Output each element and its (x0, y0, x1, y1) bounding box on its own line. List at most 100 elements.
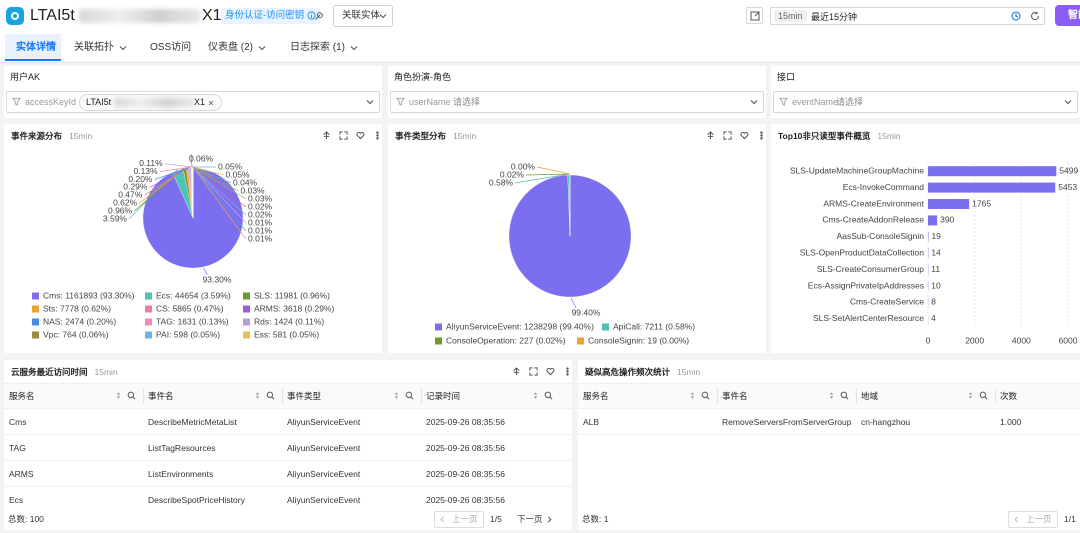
expand-icon[interactable] (723, 131, 732, 140)
dots-icon[interactable] (373, 131, 382, 140)
legend-swatch (243, 318, 250, 326)
search-icon[interactable] (840, 391, 849, 400)
tab[interactable]: OSS访问 (150, 41, 191, 55)
table-cell: AliyunServiceEvent (287, 495, 361, 505)
tab[interactable]: 关联拓扑 (74, 41, 128, 55)
prev-button[interactable]: 上一页 (434, 511, 484, 528)
value-label: 5499 (1059, 165, 1078, 175)
tab[interactable]: 实体详情 (16, 41, 56, 55)
pin-shape (513, 367, 520, 376)
legend-label: Vpc: 764 (0.06%) (43, 329, 109, 339)
legend-swatch (32, 331, 39, 339)
ext-shape (750, 11, 760, 21)
search-icon[interactable] (701, 391, 710, 400)
redacted (114, 98, 194, 107)
legend-swatch (32, 305, 39, 313)
sort-icon[interactable] (531, 391, 540, 400)
expand-icon[interactable] (529, 367, 538, 376)
slice-label: 0.96% (108, 205, 133, 215)
card-header: Top10非只读型事件概览 15min (778, 129, 901, 143)
column-divider (421, 388, 422, 404)
tab[interactable]: 仪表盘 (2) (208, 41, 267, 55)
pin-icon[interactable] (322, 131, 331, 140)
ext-icon[interactable] (750, 11, 760, 21)
search-icon[interactable] (979, 391, 988, 400)
sort-icon[interactable] (827, 391, 836, 400)
heart-icon[interactable] (356, 131, 365, 140)
sort-icon[interactable] (392, 391, 401, 400)
search-shape (706, 396, 710, 400)
slice-label: 0.02% (500, 169, 525, 179)
tab-label: 日志探索 (1) (290, 42, 345, 53)
search-icon[interactable] (405, 391, 414, 400)
expand-icon[interactable] (339, 131, 348, 140)
search-shape (845, 396, 849, 400)
pin-icon[interactable] (512, 367, 521, 376)
chev-shape (366, 100, 374, 105)
legend-swatch (145, 292, 152, 300)
slice-label: 0.05% (218, 161, 243, 171)
column-divider (282, 388, 283, 404)
dots-shape (760, 137, 763, 140)
table-footer: 总数: 100 上一页 1/5 下一页 (4, 509, 572, 530)
sort-icon[interactable] (114, 391, 123, 400)
category-label: SLS-UpdateMachineGroupMachine (790, 165, 924, 175)
tab[interactable]: 日志探索 (1) (290, 41, 359, 55)
table-cell: DescribeSpotPriceHistory (148, 495, 245, 505)
right-icon[interactable] (545, 515, 554, 524)
leader-line (192, 166, 224, 176)
sort-icon[interactable] (253, 391, 262, 400)
chev-icon (1064, 100, 1072, 105)
chip-text-end: X1 (194, 97, 206, 107)
related-button[interactable]: 关联实体 (333, 5, 393, 27)
time-range: 最近15分钟 (811, 12, 858, 22)
filter-title: 用户AK (10, 72, 41, 82)
dots-shape (566, 373, 569, 376)
page-indicator: 1/5 (490, 514, 502, 524)
slice-label: 0.03% (241, 185, 266, 195)
legend-swatch (145, 318, 152, 326)
chev-shape (1064, 100, 1072, 105)
table-total: 总数: 1 (582, 514, 609, 524)
search-icon[interactable] (266, 391, 275, 400)
dots-shape (760, 134, 763, 137)
filter-input[interactable]: accessKeyId LTAI5t X1 (6, 91, 380, 113)
search-shape (266, 391, 274, 399)
chev-icon (350, 46, 358, 51)
leader-line (203, 267, 208, 276)
slice-label: 0.29% (123, 182, 148, 192)
legend-label: Sts: 7778 (0.62%) (43, 303, 111, 313)
slice-label: 0.02% (248, 209, 273, 219)
slice-label: 0.06% (189, 153, 214, 163)
ai-button[interactable]: 智能 (1055, 5, 1080, 26)
leader-line (164, 163, 192, 168)
info-icon (307, 11, 316, 20)
slice-label: 0.01% (248, 217, 273, 227)
tool-icon[interactable] (314, 11, 324, 21)
pin-icon[interactable] (706, 131, 715, 140)
prev-button[interactable]: 上一页 (1008, 511, 1058, 528)
heart-icon[interactable] (740, 131, 749, 140)
close-icon[interactable] (207, 99, 215, 107)
dots-icon[interactable] (757, 131, 766, 140)
card-title: Top10非只读型事件概览 (778, 131, 871, 141)
next-button[interactable]: 下一页 (517, 514, 543, 524)
column-divider (143, 388, 144, 404)
refresh-icon[interactable] (1030, 11, 1040, 21)
expand-shape (723, 131, 732, 140)
search-icon[interactable] (544, 391, 553, 400)
sort-icon[interactable] (688, 391, 697, 400)
slice-label: 0.03% (248, 193, 273, 203)
dots-icon[interactable] (563, 367, 572, 376)
legend-label: ConsoleOperation: 227 (0.02%) (446, 335, 566, 345)
heart-icon[interactable] (546, 367, 555, 376)
time-input[interactable]: 15min 最近15分钟 (770, 7, 1045, 25)
filter-input[interactable]: eventName 请选择 (773, 91, 1078, 113)
legend-swatch (577, 337, 584, 345)
refresh-shape (1030, 11, 1040, 21)
tab-border (0, 62, 1080, 63)
filter-input[interactable]: userName 请选择 (390, 91, 764, 113)
table-row (578, 409, 1080, 435)
sort-icon[interactable] (966, 391, 975, 400)
search-icon[interactable] (127, 391, 136, 400)
